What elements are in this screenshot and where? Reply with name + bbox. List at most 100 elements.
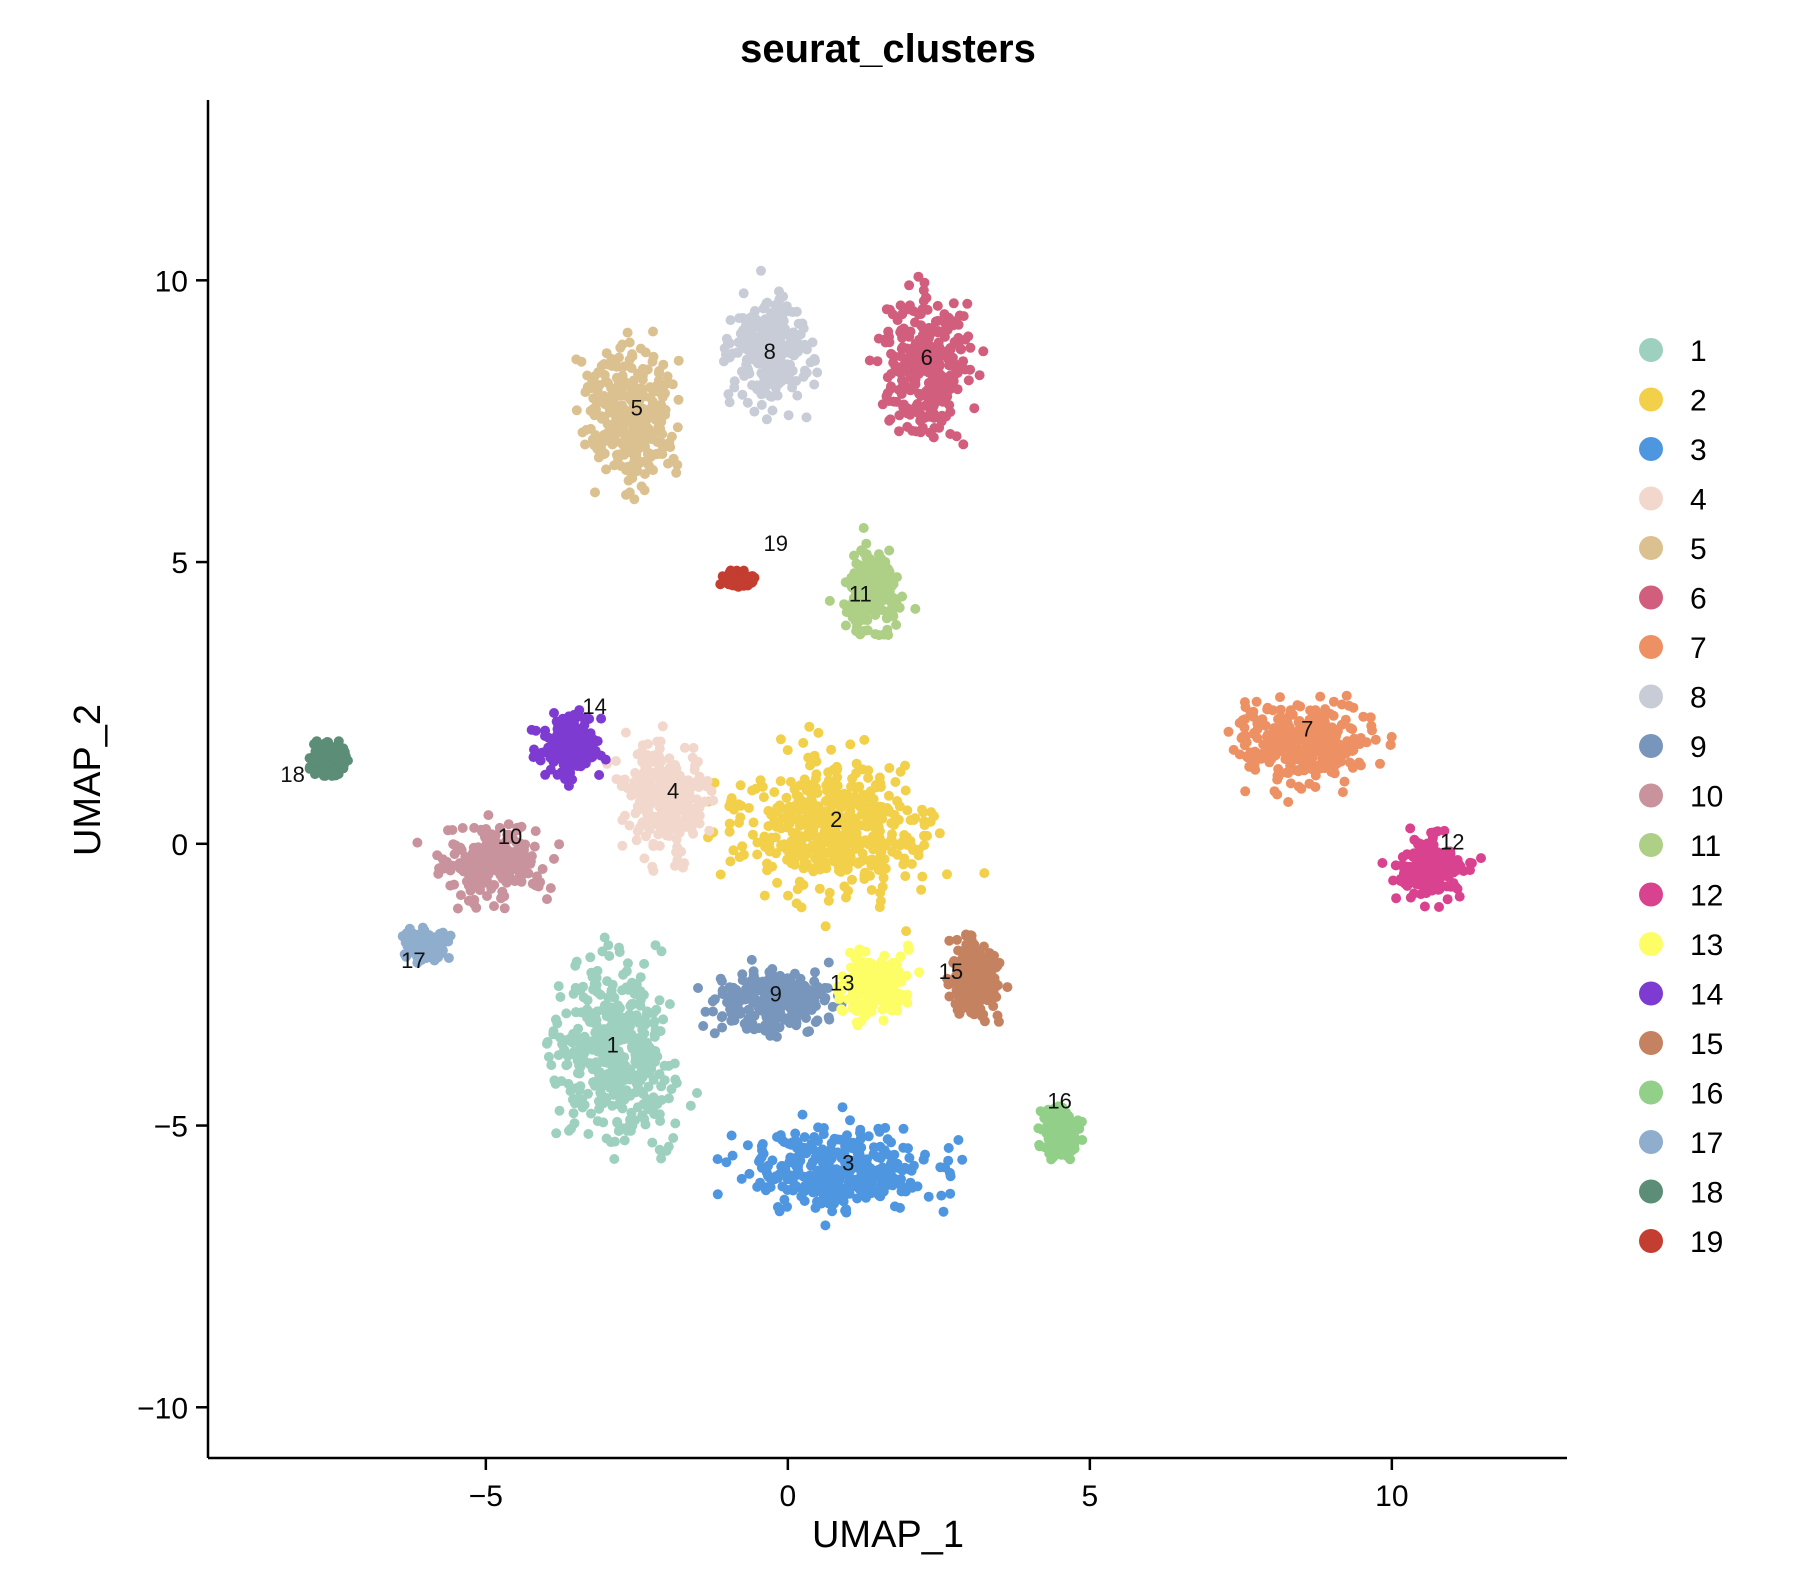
point xyxy=(530,826,541,837)
point xyxy=(777,344,787,355)
point xyxy=(724,801,735,812)
point xyxy=(1059,1130,1070,1141)
point xyxy=(563,711,574,722)
point xyxy=(980,970,991,981)
point xyxy=(823,1174,834,1184)
point xyxy=(643,459,654,470)
point xyxy=(858,560,869,571)
point xyxy=(820,1220,831,1231)
point xyxy=(1320,726,1330,737)
point xyxy=(772,877,783,888)
point xyxy=(767,405,778,416)
point xyxy=(668,1133,679,1143)
point xyxy=(748,997,758,1008)
point xyxy=(873,333,884,344)
point xyxy=(827,1148,838,1159)
point xyxy=(795,981,806,992)
point xyxy=(462,868,473,879)
point xyxy=(841,840,852,851)
point xyxy=(900,785,911,796)
point xyxy=(799,774,810,785)
point xyxy=(1269,786,1280,797)
point xyxy=(891,619,902,630)
point xyxy=(641,831,651,842)
point xyxy=(569,760,580,771)
point xyxy=(563,742,574,752)
point xyxy=(632,1102,643,1113)
point xyxy=(901,926,912,937)
point xyxy=(879,1145,890,1156)
point xyxy=(855,1134,866,1144)
point xyxy=(1036,1124,1047,1135)
point xyxy=(566,1123,576,1134)
point xyxy=(654,840,665,851)
point xyxy=(635,994,646,1005)
point xyxy=(673,355,684,366)
point xyxy=(809,379,820,390)
point xyxy=(1051,1138,1062,1148)
point xyxy=(757,781,768,792)
point xyxy=(592,1006,603,1017)
point xyxy=(449,879,460,890)
point xyxy=(447,825,458,835)
point xyxy=(847,874,857,885)
point xyxy=(824,595,835,606)
point xyxy=(685,1100,696,1111)
point xyxy=(945,1171,956,1182)
point xyxy=(886,348,897,359)
point xyxy=(579,1041,590,1052)
point xyxy=(945,1188,956,1199)
point xyxy=(761,414,772,425)
point xyxy=(630,1049,641,1060)
point xyxy=(888,957,899,968)
point xyxy=(653,375,664,386)
point xyxy=(323,737,334,748)
point xyxy=(884,605,895,616)
point xyxy=(983,957,993,968)
point xyxy=(877,881,888,892)
point xyxy=(792,884,803,895)
point xyxy=(648,1101,659,1112)
point xyxy=(965,930,976,941)
point xyxy=(1427,867,1438,878)
point xyxy=(863,1131,874,1142)
point xyxy=(899,358,910,369)
point xyxy=(885,414,896,425)
point xyxy=(791,790,802,801)
point xyxy=(975,1004,986,1014)
point xyxy=(653,829,664,840)
point xyxy=(895,766,906,777)
point xyxy=(769,363,780,373)
point xyxy=(853,858,864,869)
point xyxy=(744,1168,755,1179)
point xyxy=(545,764,556,775)
point xyxy=(840,620,851,631)
point xyxy=(829,1133,840,1144)
point xyxy=(781,368,792,379)
point xyxy=(624,1074,635,1085)
point xyxy=(959,1002,970,1013)
point xyxy=(803,832,814,842)
point xyxy=(799,804,810,815)
point xyxy=(1248,706,1259,717)
point xyxy=(624,354,635,365)
point xyxy=(837,1102,848,1113)
point xyxy=(760,837,771,848)
point xyxy=(950,998,961,1009)
point xyxy=(554,1105,565,1116)
point xyxy=(875,810,886,821)
point xyxy=(772,1202,783,1212)
point xyxy=(588,1036,599,1047)
point xyxy=(785,838,796,849)
point xyxy=(846,781,856,792)
point xyxy=(1062,1144,1073,1155)
point xyxy=(1434,902,1444,912)
point xyxy=(1228,744,1239,755)
point xyxy=(608,1074,618,1085)
point xyxy=(1397,852,1408,862)
point xyxy=(698,1021,709,1031)
point xyxy=(724,338,735,349)
point xyxy=(856,545,867,556)
point xyxy=(944,935,955,946)
point xyxy=(610,756,621,766)
